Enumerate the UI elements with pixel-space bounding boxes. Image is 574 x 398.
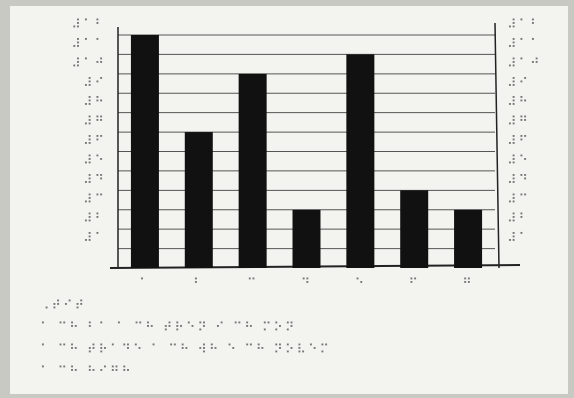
x-tick-label: ⠙	[301, 277, 313, 292]
note: ⠠⠞⠊⠞	[40, 299, 86, 314]
x-tick-label: ⠁	[139, 277, 151, 292]
y2-tick-label: ⠼⠋	[507, 134, 530, 149]
bar	[131, 35, 159, 268]
bar	[346, 54, 374, 268]
note: ⠁ ⠉⠓ ⠃⠁ ⠁ ⠉⠓ ⠞⠗⠑⠝ ⠊ ⠉⠓ ⠍⠕⠝	[40, 321, 296, 336]
y-tick-label: ⠼⠁	[83, 231, 106, 246]
y-tick-label: ⠼⠛	[83, 115, 106, 130]
y-tick-label: ⠼⠁⠃	[71, 18, 106, 33]
y-tick-label: ⠼⠃	[83, 212, 106, 227]
bar	[292, 210, 320, 268]
x-tick-label: ⠉	[247, 277, 259, 292]
y2-tick-label: ⠼⠊	[507, 76, 530, 91]
note: ⠁ ⠉⠓ ⠓⠊⠛⠓	[40, 365, 133, 380]
y-tick-label: ⠼⠓	[83, 95, 106, 110]
bar	[400, 190, 428, 268]
y-tick-label: ⠼⠋	[83, 134, 106, 149]
y2-tick-label: ⠼⠃	[507, 212, 530, 227]
y-tick-label: ⠼⠁⠚	[71, 56, 106, 71]
y-tick-label: ⠼⠙	[83, 173, 106, 188]
y2-tick-label: ⠼⠉	[507, 192, 530, 207]
chart: ⠠⠞⠊⠞ ⠁ ⠉⠓ ⠃⠁ ⠁ ⠉⠓ ⠞⠗⠑⠝ ⠊ ⠉⠓ ⠍⠕⠝ ⠁ ⠉⠓ ⠞⠗⠁…	[0, 0, 574, 398]
y-tick-label: ⠼⠉	[83, 192, 106, 207]
y2-tick-label: ⠼⠁⠃	[507, 18, 542, 33]
y2-tick-label: ⠼⠙	[507, 173, 530, 188]
x-tick-label: ⠃	[193, 277, 205, 292]
bar	[239, 74, 267, 268]
y2-tick-label: ⠼⠑	[507, 153, 530, 168]
y2-tick-label: ⠼⠛	[507, 115, 530, 130]
x-tick-label: ⠛	[462, 277, 474, 292]
x-tick-label: ⠑	[355, 277, 367, 292]
y2-tick-label: ⠼⠁⠁	[507, 37, 542, 52]
y-tick-label: ⠼⠑	[83, 153, 106, 168]
y2-tick-label: ⠼⠓	[507, 95, 530, 110]
y2-tick-label: ⠼⠁⠚	[507, 56, 542, 71]
y-tick-label: ⠼⠊	[83, 76, 106, 91]
note: ⠁ ⠉⠓ ⠞⠗⠁⠙⠑ ⠁ ⠉⠓ ⠺⠓ ⠑ ⠉⠓ ⠝⠕⠧⠑⠍	[40, 343, 331, 358]
x-tick-label: ⠋	[408, 277, 420, 292]
y2-tick-label: ⠼⠁	[507, 231, 530, 246]
bar	[454, 210, 482, 268]
y-tick-label: ⠼⠁⠁	[71, 37, 106, 52]
bar	[185, 132, 213, 268]
